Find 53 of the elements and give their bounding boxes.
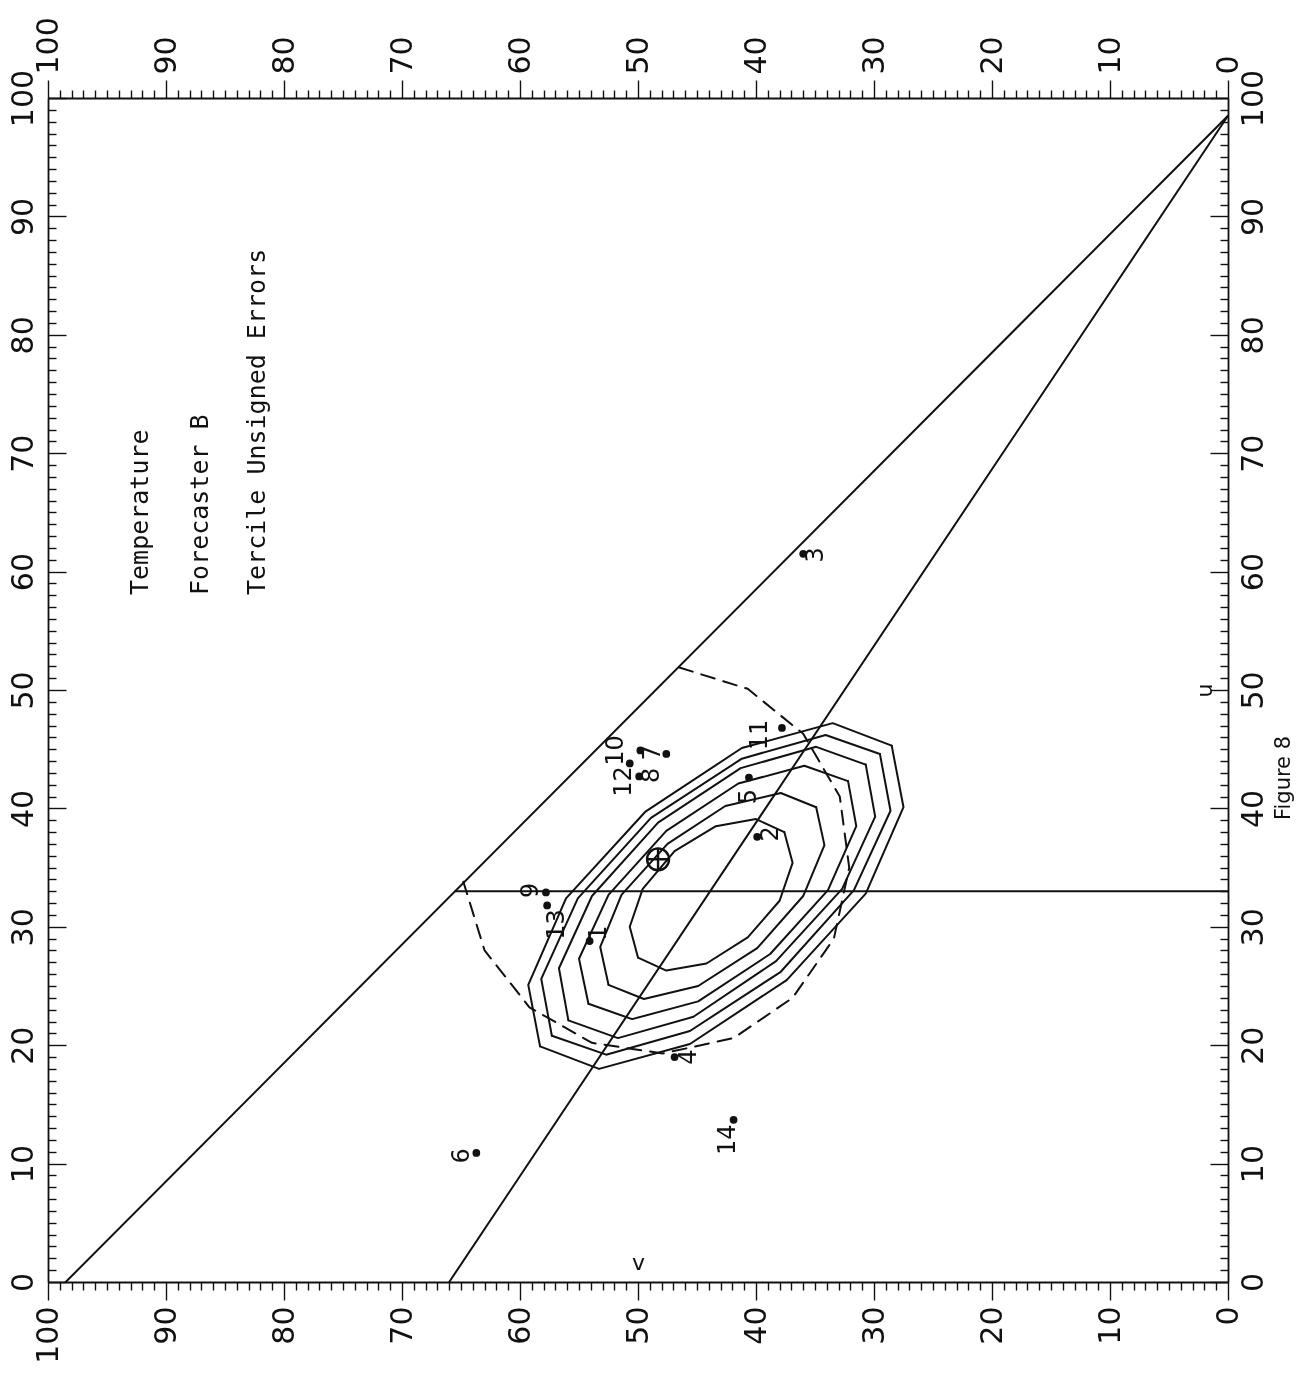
x-tick-label: 90 — [147, 1306, 183, 1345]
y2-tick-label: 60 — [1234, 553, 1270, 592]
x2-tick-label: 40 — [737, 36, 773, 75]
y2-tick-label: 20 — [1234, 1026, 1270, 1065]
text: Forecaster B — [185, 414, 214, 595]
y-tick-label: 30 — [4, 908, 40, 947]
x2-tick-label: 80 — [265, 36, 301, 75]
y-tick-label: 20 — [4, 1026, 40, 1065]
x-tick-label: 60 — [501, 1306, 537, 1345]
y-tick-label: 50 — [4, 671, 40, 710]
annotation: 8 — [637, 767, 666, 784]
annotation: 2 — [756, 826, 785, 842]
annotation: Tercile Unsigned Errors — [242, 248, 271, 595]
x-tick-label: 10 — [1091, 1306, 1127, 1345]
y2-tick-label: 40 — [1234, 789, 1270, 828]
annotation: 3 — [801, 547, 830, 563]
annotation: 4 — [673, 1049, 702, 1065]
x-tick-label: 30 — [855, 1306, 891, 1345]
y-tick-label: 60 — [4, 553, 40, 592]
x2-tick-label: 70 — [383, 36, 419, 75]
y2-tick-label: 90 — [1234, 197, 1270, 236]
x-tick-label: 70 — [383, 1306, 419, 1345]
caption: Figure 8 — [1271, 735, 1295, 821]
y2-tick-label: 80 — [1234, 316, 1270, 355]
annotation: 12 — [608, 766, 637, 797]
annotation: 10 — [601, 735, 630, 766]
annotation: 6 — [447, 1148, 476, 1164]
y2-axis-title: u — [1191, 683, 1217, 698]
x-tick-label: 20 — [973, 1306, 1009, 1345]
x-tick-label: 0 — [1209, 1306, 1245, 1326]
y2-tick-label: 30 — [1234, 908, 1270, 947]
x-tick-label: 40 — [737, 1306, 773, 1345]
y-tick-label: 40 — [4, 789, 40, 828]
x2-tick-label: 30 — [855, 36, 891, 75]
y2-tick-label: 0 — [1234, 1272, 1270, 1293]
x-tick-label: 80 — [265, 1306, 301, 1345]
text: Temperature — [125, 429, 154, 595]
y-tick-label: 80 — [4, 316, 40, 355]
y-tick-label: 0 — [4, 1272, 40, 1293]
y-tick-label: 10 — [4, 1145, 40, 1184]
y2-tick-label: 70 — [1234, 434, 1270, 473]
y-tick-label: 90 — [4, 197, 40, 236]
annotation: 14 — [712, 1124, 741, 1156]
x-axis-title: v — [631, 1249, 646, 1275]
x2-tick-label: 10 — [1091, 36, 1127, 75]
y-tick-label: 70 — [4, 434, 40, 473]
x2-tick-label: 60 — [501, 36, 537, 75]
y2-tick-label: 50 — [1234, 671, 1270, 710]
x2-tick-label: 90 — [147, 36, 183, 75]
y2-tick-label: 10 — [1234, 1145, 1270, 1184]
x2-tick-label: 20 — [973, 36, 1009, 75]
x-tick-label: 50 — [619, 1306, 655, 1345]
x2-tick-label: 50 — [619, 36, 655, 75]
